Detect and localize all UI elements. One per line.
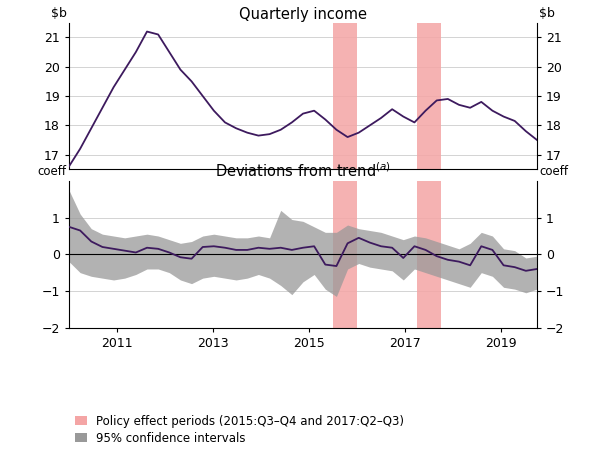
Text: $b: $b: [51, 7, 67, 20]
Bar: [417, 23, 441, 169]
Bar: [333, 23, 357, 169]
Title: Deviations from trend$^{(a)}$: Deviations from trend$^{(a)}$: [215, 161, 391, 180]
Text: $b: $b: [539, 7, 555, 20]
Text: coeff: coeff: [539, 165, 568, 178]
Legend: Policy effect periods (2015:Q3–Q4 and 2017:Q2–Q3), 95% confidence intervals: Policy effect periods (2015:Q3–Q4 and 20…: [75, 415, 404, 445]
Text: coeff: coeff: [38, 165, 67, 178]
Bar: [417, 181, 441, 328]
Title: Quarterly income: Quarterly income: [239, 6, 367, 21]
Bar: [333, 181, 357, 328]
